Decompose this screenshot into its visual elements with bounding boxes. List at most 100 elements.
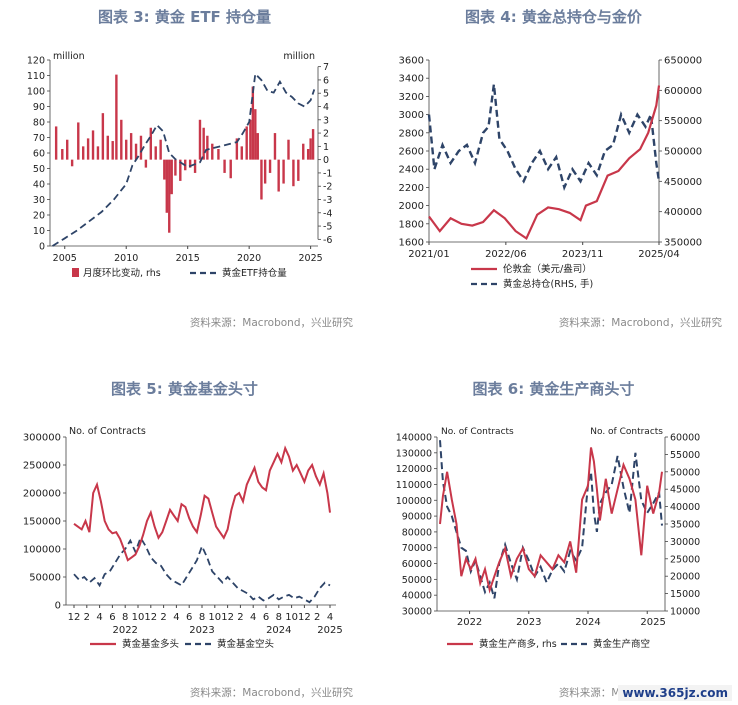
y-axis-right-label: 550000 (664, 116, 702, 127)
bar-monthly-change (193, 159, 197, 173)
x-tick-label: 12 (68, 612, 81, 623)
bar-monthly-change (111, 141, 114, 160)
right-unit: million (283, 51, 315, 62)
bar-monthly-change (235, 138, 239, 160)
x-tick-label: 2025/04 (638, 249, 680, 260)
y-axis-left-label: 20 (33, 211, 45, 222)
line-total-holdings (427, 84, 661, 191)
year-label: 2023 (516, 617, 541, 628)
panel-etf-holdings: 图表 3: 黄金 ETF 持仓量 2005 2010 2015 2020 2025 0 10… (0, 0, 369, 352)
y-axis-right-label: 30000 (670, 537, 700, 548)
x-tick-label: 4 (173, 612, 179, 623)
x-tick-label: 6 (186, 612, 192, 623)
bar-monthly-change (170, 159, 173, 195)
unit-label: No. of Contracts (69, 426, 146, 437)
left-unit: No. of Contracts (441, 427, 514, 437)
x-tick-label: 2 (314, 612, 320, 623)
bar-monthly-change (206, 135, 209, 160)
legend-holdings-text: 黄金总持仓(RHS, 手) (503, 278, 593, 290)
bar-monthly-change (168, 159, 171, 233)
x-tick-label: 10 (285, 612, 298, 623)
y-axis-right-label: 20000 (670, 572, 700, 583)
y-axis-left-label: 100 (27, 87, 45, 98)
line-etf-holdings (52, 71, 316, 247)
panel-total-holdings-price: 图表 4: 黄金总持仓与金价 2021/01 2022/06 2023/11 2025… (369, 0, 738, 352)
legend-gold-text: 伦敦金（美元/盎司） (503, 263, 592, 275)
y-axis-left-label: 3400 (399, 74, 424, 85)
bar-monthly-change (70, 159, 74, 167)
y-axis-left-label: 3600 (399, 56, 424, 67)
y-axis-right-label: -3 (323, 195, 332, 206)
panel-producer-positions: 图表 6: 黄金生产商头寸 2022 2023 2024 2025 30000 40000… (369, 352, 738, 704)
year-label: 2022 (112, 625, 137, 636)
y-axis-left-label: 0 (39, 242, 45, 253)
chart-title: 图表 6: 黄金生产商头寸 (472, 380, 635, 398)
y-axis-left-label: 3000 (399, 110, 424, 121)
bar-monthly-change (77, 122, 80, 160)
bar-monthly-change (297, 159, 300, 181)
y-axis-right-label: 10000 (670, 607, 700, 618)
y-axis-left-label: 40 (33, 180, 45, 191)
x-tick-label: 2005 (53, 253, 77, 264)
holdings-price-chart: 2021/01 2022/06 2023/11 2025/04 1600 1800 2000… (399, 56, 703, 291)
bar-monthly-change (202, 127, 205, 160)
bar-monthly-change (256, 133, 259, 160)
bar-monthly-change (282, 159, 285, 184)
bar-monthly-change (66, 139, 69, 160)
bar-monthly-change (198, 119, 202, 160)
bar-monthly-change (120, 119, 123, 160)
panel-fund-positions: 图表 5: 黄金基金头寸 12 2 4 6 8 10 12 2 4 6 8 10 12 2 4 6 8 10 12 2… (0, 352, 369, 704)
y-axis-left-label: 50000 (402, 575, 432, 586)
y-axis-left-label: 3200 (399, 92, 424, 103)
bar-monthly-change (277, 159, 280, 192)
x-tick-label: 2 (160, 612, 166, 623)
y-axis-right-label: 35000 (670, 520, 700, 531)
bar-monthly-change (287, 139, 290, 160)
legend-producer-long-text: 黄金生产商多, rhs (479, 638, 557, 650)
y-axis-right-label: 5 (323, 89, 329, 100)
legend-short-text: 黄金基金空头 (217, 638, 274, 650)
bar-monthly-change (223, 159, 226, 173)
y-axis-right-label: 6 (323, 75, 329, 86)
bar-monthly-change (86, 138, 90, 160)
bar-monthly-change (125, 139, 128, 160)
y-axis-right-label: 650000 (664, 56, 702, 67)
y-axis-left-label: 70 (33, 133, 45, 144)
bar-monthly-change (54, 126, 58, 160)
y-axis-left-label: 90000 (402, 512, 432, 523)
etf-chart: 2005 2010 2015 2020 202501020304050607080901… (27, 51, 333, 279)
y-axis-label: 100000 (23, 545, 61, 556)
chart-title: 图表 4: 黄金总持仓与金价 (465, 8, 642, 26)
line-fund-short (73, 535, 331, 604)
y-axis-left-label: 90 (33, 102, 45, 113)
y-axis-right-label: 15000 (670, 589, 700, 600)
line-producer-long (439, 447, 663, 594)
y-axis-right-label: 7 (323, 62, 329, 73)
x-tick-label: 2 (237, 612, 243, 623)
y-axis-left-label: 30 (33, 195, 45, 206)
x-tick-label: 8 (276, 612, 282, 623)
year-label: 2022 (457, 617, 482, 628)
chart-title: 图表 5: 黄金基金头寸 (111, 380, 258, 398)
x-tick-label: 10 (208, 612, 221, 623)
bar-monthly-change (229, 159, 232, 179)
bar-monthly-change (273, 133, 277, 160)
y-axis-right-label: 55000 (670, 450, 700, 461)
bar-monthly-change (115, 74, 118, 160)
y-axis-right-label: 2 (323, 129, 329, 140)
year-label: 2024 (575, 617, 600, 628)
x-tick-label: 2015 (176, 253, 200, 264)
bar-monthly-change (139, 135, 143, 160)
y-axis-label: 0 (55, 601, 61, 612)
bar-monthly-change (174, 159, 177, 176)
x-tick-label: 2021/01 (408, 249, 450, 260)
y-axis-label: 300000 (23, 433, 61, 444)
bar-monthly-change (211, 143, 214, 160)
year-label: 2024 (266, 625, 291, 636)
y-axis-left-label: 2400 (399, 165, 424, 176)
bar-monthly-change (245, 126, 248, 160)
bar-monthly-change (268, 159, 272, 173)
y-axis-right-label: 350000 (664, 238, 702, 249)
legend-long-text: 黄金基金多头 (122, 638, 179, 650)
y-axis-right-label: 45000 (670, 485, 700, 496)
